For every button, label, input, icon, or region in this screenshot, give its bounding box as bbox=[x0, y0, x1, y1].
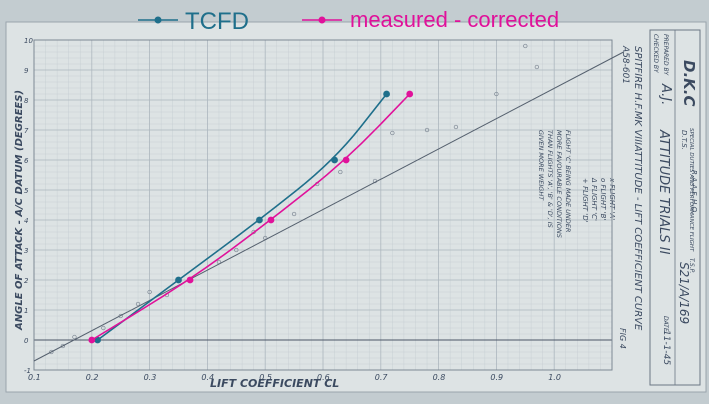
x-tick-label: 0.6 bbox=[317, 373, 330, 382]
flight-data-point bbox=[494, 91, 499, 97]
flight-data-point bbox=[453, 124, 459, 130]
chart-heading: ATTITUDE - LIFT COEFFICIENT CURVE bbox=[632, 144, 643, 331]
flight-data-point bbox=[101, 325, 106, 331]
note-line4: GIVEN MORE WEIGHT bbox=[537, 130, 545, 201]
ref-label: T.S.P. bbox=[688, 258, 695, 273]
series-point-tcfd bbox=[175, 276, 182, 284]
x-tick-label: 0.9 bbox=[490, 373, 503, 382]
x-tick-label: 0.7 bbox=[375, 373, 389, 382]
series-point-measured bbox=[186, 276, 194, 284]
series-point-tcfd bbox=[383, 90, 390, 98]
prepared-by-value: D.K.C bbox=[680, 60, 698, 106]
legend-flight-d: + FLIGHT 'D' bbox=[581, 178, 589, 223]
date-value: 11-1-45 bbox=[661, 330, 671, 365]
prepared-by-label: PREPARED BY bbox=[662, 34, 669, 77]
ref-value: S21/A/169 bbox=[677, 262, 691, 324]
y-tick-label: 6 bbox=[24, 157, 29, 165]
grid-major bbox=[33, 39, 613, 371]
date-label: DATE bbox=[662, 316, 669, 332]
flight-data-point bbox=[135, 301, 141, 307]
series-point-measured bbox=[267, 216, 275, 224]
org-line1: R.A.A.F. H.Q. bbox=[690, 170, 698, 214]
fig-label: FIG 4 bbox=[618, 328, 627, 349]
flight-data-point bbox=[72, 334, 77, 340]
flight-data-point bbox=[338, 169, 343, 175]
x-tick-label: 0.1 bbox=[28, 373, 41, 382]
y-tick-label: 1 bbox=[24, 307, 28, 315]
plot-frame bbox=[33, 39, 613, 371]
y-tick-label: 3 bbox=[24, 247, 28, 255]
checked-by-value: A.J. bbox=[658, 83, 673, 105]
legend: TCFD measured - corrected bbox=[138, 7, 559, 35]
y-tick-label: 9 bbox=[24, 67, 29, 75]
x-tick-label: 0.3 bbox=[144, 373, 157, 382]
series-layer bbox=[33, 51, 624, 362]
y-tick-label: 4 bbox=[24, 217, 28, 225]
chart-annotations: SPITFIRE H.F.MK VIII A58-601 ATTITUDE - … bbox=[537, 45, 643, 349]
title-block: PREPARED BY D.K.C CHECKED BY A.J. R.A.A.… bbox=[649, 29, 701, 386]
y-tick-label: 0 bbox=[24, 337, 29, 345]
flight-data-point bbox=[234, 247, 239, 253]
note-line1: FLIGHT 'C' BEING MADE UNDER bbox=[564, 130, 572, 232]
flight-data-point bbox=[390, 130, 395, 136]
flight-data-point bbox=[147, 289, 152, 295]
reference-line bbox=[33, 51, 624, 362]
note-line3: THAN FLIGHTS 'A', 'B' & 'D', IS bbox=[546, 130, 554, 228]
flight-data-point bbox=[49, 349, 54, 355]
y-tick-label: -1 bbox=[24, 367, 31, 375]
x-tick-label: 1.0 bbox=[548, 373, 561, 382]
x-tick-label: 0.4 bbox=[201, 373, 214, 382]
series-point-tcfd bbox=[256, 216, 263, 224]
aircraft-label: SPITFIRE H.F.MK VIII bbox=[632, 46, 643, 145]
note-line2: MORE FAVOURABLE CONDITIONS bbox=[555, 130, 563, 238]
graph-paper bbox=[5, 21, 707, 393]
series-line-measured bbox=[91, 93, 411, 341]
series-point-measured bbox=[342, 156, 350, 164]
y-tick-label: 8 bbox=[24, 97, 29, 105]
series-point-measured bbox=[88, 336, 96, 344]
y-tick-label: 10 bbox=[24, 37, 33, 45]
x-tick-label: 0.8 bbox=[433, 373, 446, 382]
series-point-measured bbox=[406, 90, 414, 98]
series-point-tcfd bbox=[331, 156, 338, 164]
serial-label: A58-601 bbox=[620, 45, 630, 84]
y-tick-label: 2 bbox=[24, 277, 29, 285]
y-tick-label: 7 bbox=[24, 127, 29, 135]
legend-marker-tcfd bbox=[154, 16, 162, 24]
org-line3: SPECIAL DUTIES AND PERFORMANCE FLIGHT bbox=[688, 128, 694, 252]
flight-data-point bbox=[424, 127, 430, 133]
flight-data-point bbox=[291, 211, 297, 217]
flight-data-point bbox=[60, 343, 66, 349]
legend-label-tcfd: TCFD bbox=[185, 8, 249, 35]
legend-flight-b: o FLIGHT 'B' bbox=[599, 178, 607, 220]
legend-marker-measured bbox=[318, 16, 326, 24]
tick-labels: 0.1 0.2 0.3 0.4 0.5 0.6 0.7 0.8 0.9 1.0 -1 0 1 2 3 4 5 6 7… bbox=[24, 37, 561, 382]
x-tick-label: 0.2 bbox=[86, 373, 99, 382]
x-axis-title: LIFT COEFFICIENT CL bbox=[210, 377, 339, 390]
flight-data-point bbox=[523, 43, 528, 49]
axes bbox=[33, 39, 613, 371]
report-title: ATTITUDE TRIALS II bbox=[656, 129, 671, 255]
legend-label-measured: measured - corrected bbox=[350, 7, 559, 32]
x-tick-label: 0.5 bbox=[259, 373, 272, 382]
y-axis-title: ANGLE OF ATTACK - A/C DATUM (DEGREES) bbox=[14, 90, 25, 331]
y-tick-label: 5 bbox=[24, 187, 29, 195]
flight-data-point bbox=[534, 64, 540, 70]
org-line2: D.T.S. bbox=[680, 130, 688, 150]
checked-by-label: CHECKED BY bbox=[652, 34, 659, 74]
legend-flight-c: Δ FLIGHT 'C' bbox=[590, 177, 598, 221]
